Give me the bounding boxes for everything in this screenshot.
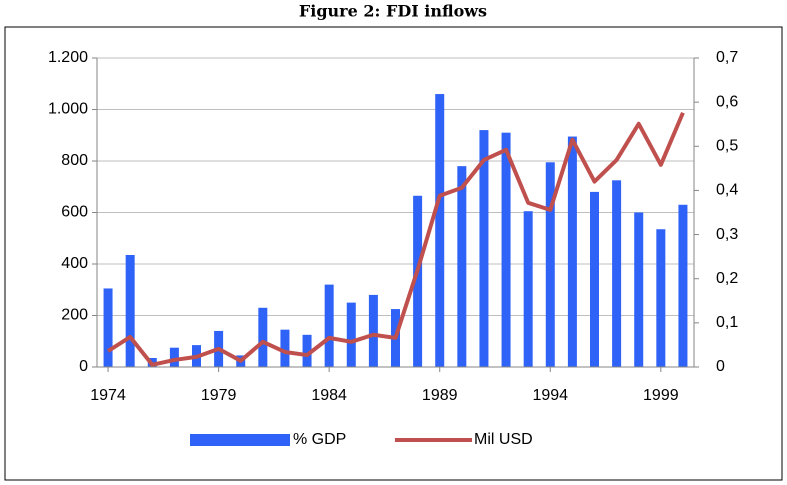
y-tick-label: 1.000 xyxy=(48,101,88,118)
bar xyxy=(612,180,622,367)
bar xyxy=(413,195,423,367)
bar xyxy=(368,294,378,367)
bar xyxy=(302,334,312,367)
y-tick-label: 1.200 xyxy=(48,49,88,66)
x-tick-label: 1979 xyxy=(201,387,237,404)
legend-swatch xyxy=(190,434,290,446)
bar xyxy=(501,132,511,367)
bar xyxy=(567,136,577,367)
bar xyxy=(590,191,599,367)
bar xyxy=(125,254,135,367)
y-tick-label: 200 xyxy=(61,307,88,324)
x-tick-label: 1999 xyxy=(643,387,679,404)
legend-label: Mil USD xyxy=(474,431,533,448)
bar xyxy=(523,211,533,367)
y2-tick-label: 0 xyxy=(716,358,725,375)
bar xyxy=(545,162,555,367)
y-tick-label: 800 xyxy=(61,152,88,169)
line xyxy=(106,111,685,367)
bar xyxy=(280,329,290,367)
y2-tick-label: 0,3 xyxy=(716,226,738,243)
bar xyxy=(634,212,644,367)
y2-tick-label: 0,4 xyxy=(716,182,738,199)
bar xyxy=(457,166,467,367)
bar xyxy=(103,288,113,367)
bar xyxy=(479,130,489,367)
x-tick-label: 1989 xyxy=(422,387,458,404)
y2-tick-label: 0,7 xyxy=(716,49,738,66)
bar xyxy=(346,302,356,367)
bar xyxy=(258,307,268,367)
chart-title: Figure 2: FDI inflows xyxy=(299,2,487,21)
y2-tick-label: 0,2 xyxy=(716,270,738,287)
x-tick-label: 1984 xyxy=(311,387,347,404)
y-tick-label: 0 xyxy=(79,358,88,375)
x-tick-label: 1994 xyxy=(532,387,568,404)
bar xyxy=(678,204,688,367)
y2-tick-label: 0,1 xyxy=(716,314,738,331)
y-tick-label: 600 xyxy=(61,204,88,221)
bar xyxy=(435,94,445,368)
frame xyxy=(4,26,783,481)
bar xyxy=(656,229,666,367)
legend-label: % GDP xyxy=(293,431,346,448)
y-tick-label: 400 xyxy=(61,255,88,272)
bar xyxy=(169,347,179,367)
x-tick-label: 1974 xyxy=(90,387,126,404)
y2-tick-label: 0,6 xyxy=(716,93,738,110)
bar xyxy=(324,284,334,367)
y2-tick-label: 0,5 xyxy=(716,138,738,155)
